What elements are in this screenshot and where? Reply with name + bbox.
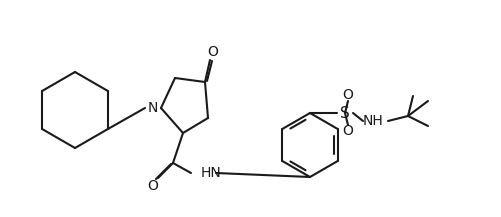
Text: O: O [342,88,353,102]
Text: S: S [340,105,349,120]
Text: HN: HN [200,166,221,180]
Text: O: O [342,124,353,138]
Text: NH: NH [362,114,383,128]
Text: N: N [147,101,158,115]
Text: O: O [147,179,158,193]
Text: O: O [207,45,218,59]
